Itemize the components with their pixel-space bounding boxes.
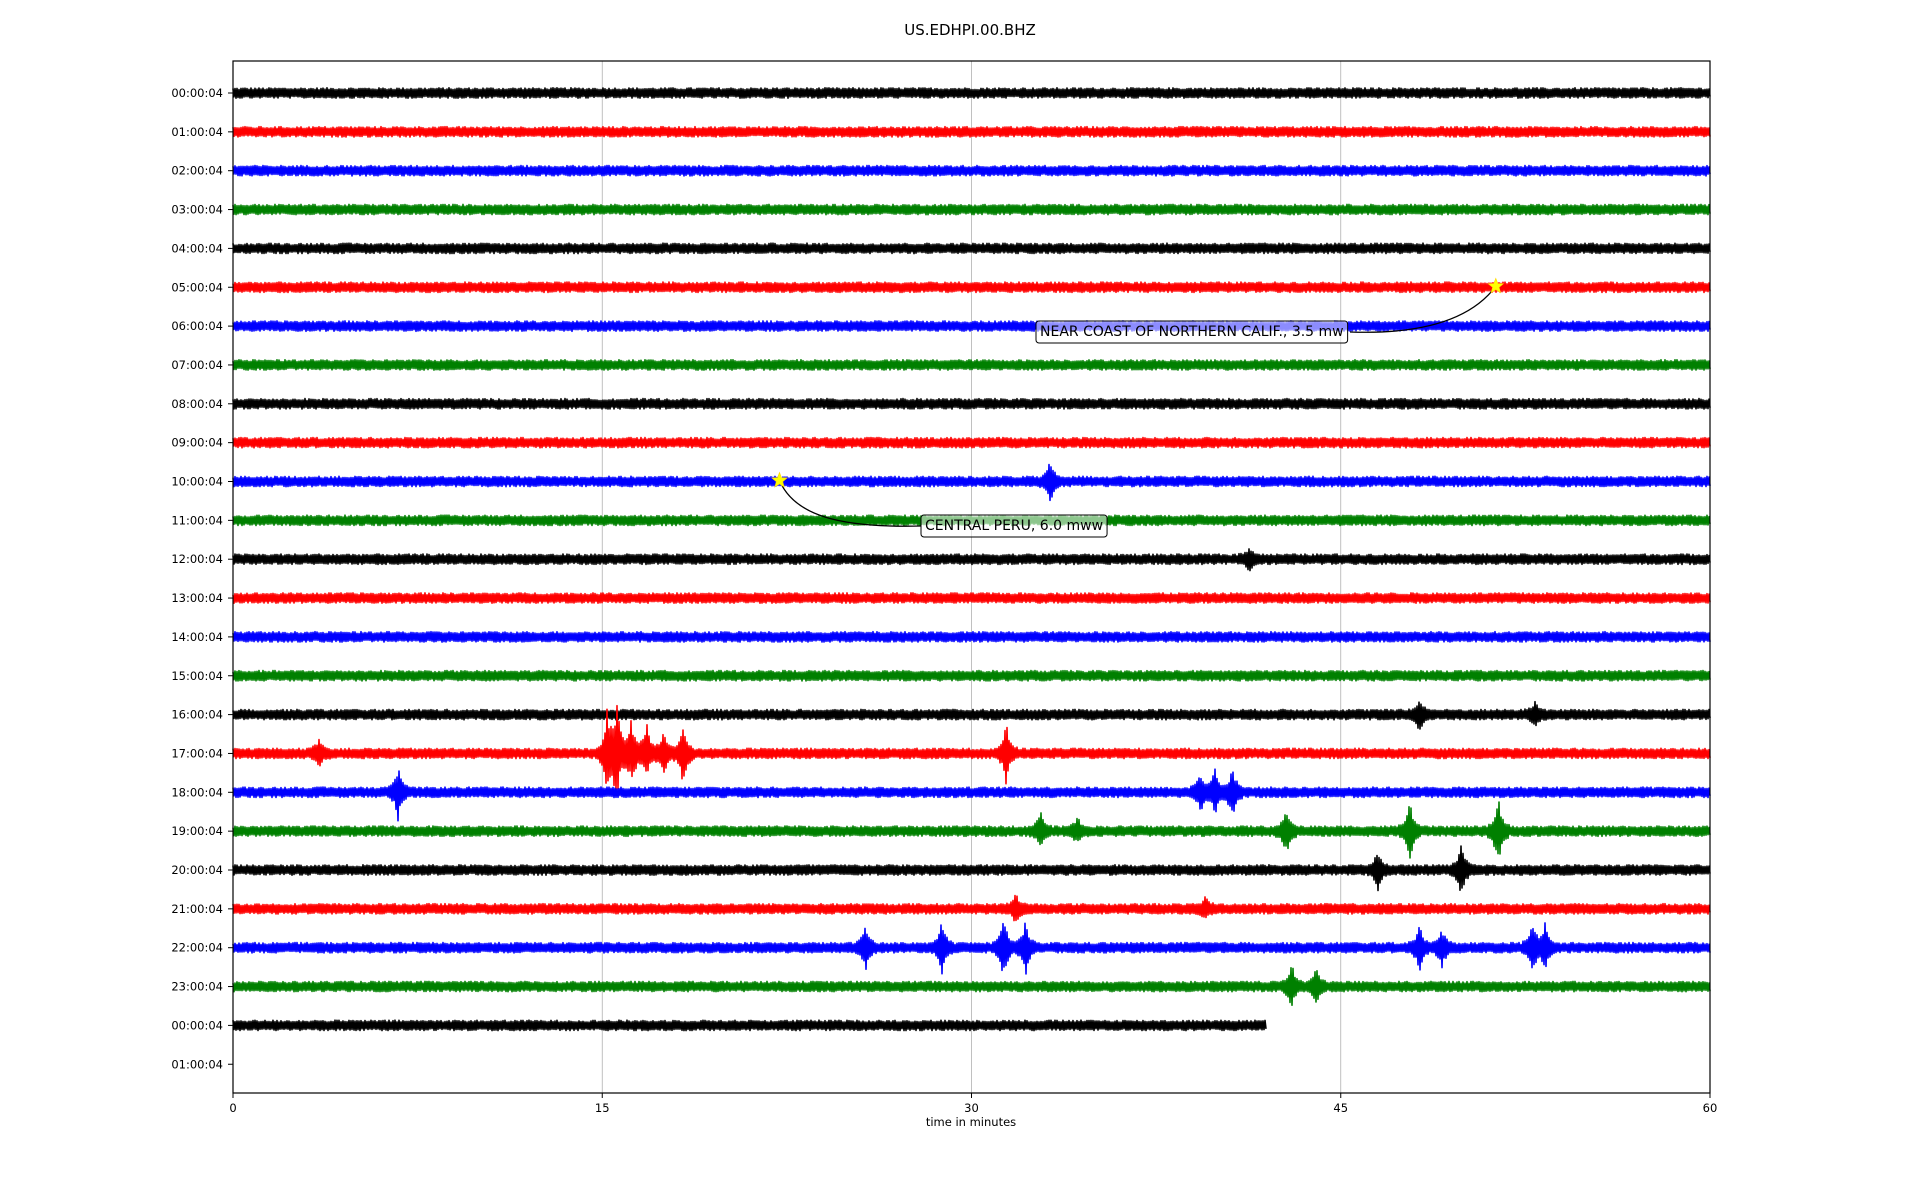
trace-row-24 [232, 1019, 1267, 1032]
trace-row-14 [232, 630, 1711, 643]
x-axis-ticks: 0 15 30 45 60 [229, 1093, 1717, 1115]
event-connector [1349, 285, 1497, 333]
row-time-label: 14:00:04 [171, 630, 223, 644]
row-time-label: 07:00:04 [171, 358, 223, 372]
x-axis-label: time in minutes [926, 1115, 1016, 1129]
row-time-label: 13:00:04 [171, 591, 223, 605]
chart-title: US.EDHPI.00.BHZ [904, 21, 1036, 39]
row-time-label: 17:00:04 [171, 746, 223, 760]
trace-group [232, 87, 1711, 1032]
event-connector [778, 480, 922, 527]
trace-row-10 [232, 463, 1711, 502]
row-time-label: 05:00:04 [171, 280, 223, 294]
trace-row-5 [232, 281, 1711, 294]
row-time-label: 02:00:04 [171, 164, 223, 178]
row-time-label: 04:00:04 [171, 241, 223, 255]
row-time-label: 18:00:04 [171, 785, 223, 799]
row-time-label: 10:00:04 [171, 475, 223, 489]
trace-row-15 [232, 669, 1711, 682]
trace-row-13 [232, 592, 1711, 604]
row-time-label: 03:00:04 [171, 203, 223, 217]
row-time-label: 00:00:04 [171, 1018, 223, 1032]
x-tick-label: 0 [229, 1101, 236, 1115]
trace-row-20 [232, 845, 1711, 892]
trace-row-18 [232, 768, 1711, 822]
trace-row-16 [232, 700, 1711, 730]
x-tick-label: 15 [595, 1101, 610, 1115]
row-time-label: 22:00:04 [171, 941, 223, 955]
row-time-label: 08:00:04 [171, 397, 223, 411]
trace-row-17 [232, 704, 1711, 792]
x-tick-label: 60 [1703, 1101, 1718, 1115]
row-time-label: 16:00:04 [171, 708, 223, 722]
trace-row-21 [232, 894, 1711, 922]
trace-row-22 [232, 922, 1711, 975]
trace-row-3 [232, 203, 1711, 216]
event-label-box [920, 514, 1108, 538]
event-annotations: NEAR COAST OF NORTHERN CALIF., 3.5 mw CEN… [771, 277, 1505, 538]
row-time-label: 11:00:04 [171, 513, 223, 527]
grid-lines [601, 61, 1342, 1093]
trace-row-8 [232, 397, 1711, 410]
event-star-icon [771, 471, 788, 488]
row-time-label: 21:00:04 [171, 902, 223, 916]
trace-row-0 [232, 87, 1711, 99]
x-tick-label: 45 [1333, 1101, 1348, 1115]
row-time-label: 00:00:04 [171, 86, 223, 100]
row-time-label: 01:00:04 [171, 1057, 223, 1071]
trace-row-23 [232, 967, 1711, 1006]
row-time-label: 01:00:04 [171, 125, 223, 139]
row-time-labels: 00:00:04 01:00:04 02:00:04 03:00:04 04:00:04… [171, 86, 233, 1071]
event-star-icon [1487, 277, 1505, 294]
row-time-label: 15:00:04 [171, 669, 223, 683]
trace-row-9 [232, 436, 1711, 449]
trace-row-4 [232, 242, 1711, 255]
trace-row-19 [232, 801, 1711, 859]
row-time-label: 20:00:04 [171, 863, 223, 877]
trace-row-1 [232, 125, 1711, 138]
x-tick-label: 30 [964, 1101, 979, 1115]
row-time-label: 19:00:04 [171, 824, 223, 838]
event-label: NEAR COAST OF NORTHERN CALIF., 3.5 mw [1040, 324, 1344, 340]
event-label-box [1035, 320, 1349, 344]
row-time-label: 12:00:04 [171, 552, 223, 566]
trace-row-2 [232, 164, 1711, 177]
trace-row-6 [232, 320, 1711, 333]
trace-row-7 [232, 359, 1711, 371]
row-time-label: 09:00:04 [171, 436, 223, 450]
row-time-label: 06:00:04 [171, 319, 223, 333]
event-label: CENTRAL PERU, 6.0 mww [925, 518, 1103, 534]
trace-row-12 [232, 548, 1711, 572]
row-time-label: 23:00:04 [171, 980, 223, 994]
